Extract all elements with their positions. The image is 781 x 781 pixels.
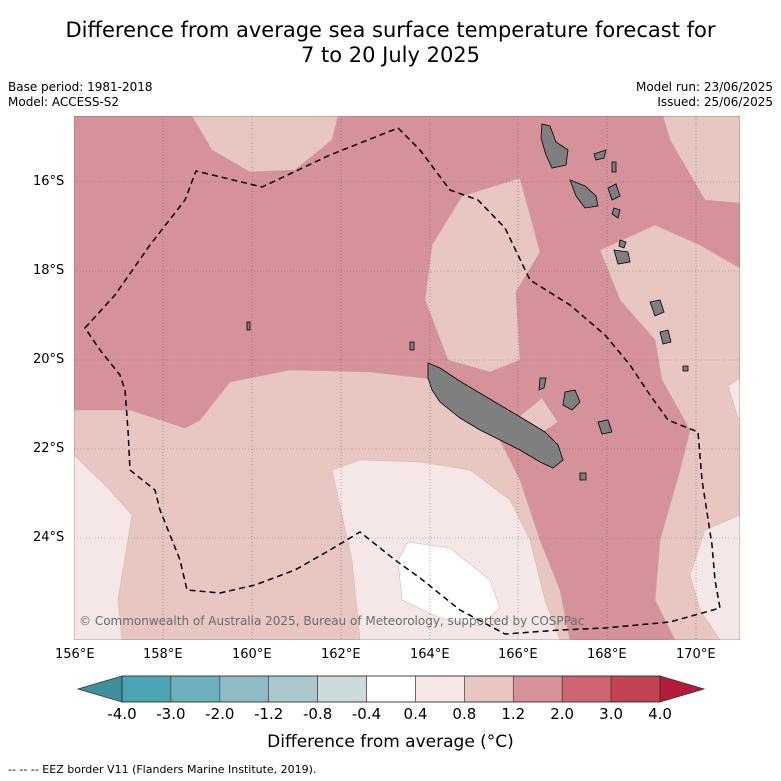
colorbar-bin [170,675,221,703]
copyright-credit: © Commonwealth of Australia 2025, Bureau… [79,614,585,628]
lat-tick-18s: 18°S [33,263,65,278]
anomaly-band-0-8-1-2-patch [424,177,541,373]
base-period-text: Base period: 1981-2018 [8,80,153,94]
lon-tick-158e: 158°E [143,647,183,662]
anomaly-band-0-4-0-8-west [74,454,133,640]
vanuatu-efate [607,183,621,201]
colorbar-bin [121,675,172,703]
matthew-island [649,299,665,317]
colorbar-bin [366,675,416,703]
colorbar-title: Difference from average (°C) [267,732,514,752]
colorbar-tick-label: 4.0 [648,705,672,723]
vanuatu-small-2 [611,207,621,219]
colorbar [76,675,706,703]
colorbar-tick-label: 0.8 [452,705,477,723]
model-run-text: Model run: 23/06/2025 [635,80,773,94]
colorbar-bin [610,675,661,703]
lon-tick-168e: 168°E [587,647,627,662]
anomaly-band-0-8-1-2-east [662,116,740,204]
colorbar-tick-label: -3.0 [156,705,186,723]
colorbar-tick-label: -0.8 [302,705,333,723]
meta-right: Model run: 23/06/2025 Issued: 25/06/2025 [636,80,773,110]
colorbar-extend-low [76,675,123,703]
loyalty-island-2 [597,419,613,435]
colorbar-tick-label: 2.0 [550,705,575,723]
colorbar-tick-label: -2.0 [205,705,235,723]
vanuatu-erromango [613,249,631,265]
vanuatu-espiritu-santo [540,123,569,169]
hunter-island [659,329,672,345]
loyalty-island-3 [538,377,547,391]
lon-tick-166e: 166°E [498,647,538,662]
anomaly-field [74,116,740,640]
graticule [74,116,740,640]
colorbar-tick-labels: -4.0 -3.0 -2.0 -1.2 -0.8 -0.4 0.4 0.8 1.2 2.0 3.0 4… [0,705,781,725]
map-title: Difference from average sea surface temp… [0,18,781,68]
chesterfield-islet [246,321,251,331]
issued-text: Issued: 25/06/2025 [657,95,773,109]
islet-east-1 [682,365,689,372]
title-line-1: Difference from average sea surface temp… [65,18,716,42]
anomaly-band-below-0-4 [397,541,501,627]
lon-tick-164e: 164°E [410,647,450,662]
lat-tick-24s: 24°S [33,530,65,545]
colorbar-frame [121,675,661,703]
colorbar-tick-label: 1.2 [501,705,526,723]
colorbar-bin [512,675,563,703]
colorbar-tick-label: -0.4 [351,705,382,723]
colorbar-bins [121,675,661,703]
isle-of-pines [579,472,587,481]
model-text: Model: ACCESS-S2 [8,95,120,109]
colorbar-tick-label: -4.0 [107,705,137,723]
lon-tick-162e: 162°E [321,647,361,662]
anomaly-band-1-2-2-0-west [74,116,740,640]
lat-tick-16s: 16°S [33,174,65,189]
colorbar-tick-label: 0.4 [403,705,428,723]
colorbar-bin [415,675,465,703]
lat-tick-22s: 22°S [33,441,65,456]
colorbar-tick-label: -1.2 [254,705,284,723]
loyalty-island-1 [562,389,581,411]
eez-border [84,127,721,635]
lon-tick-160e: 160°E [232,647,272,662]
vanuatu-small-1 [611,161,617,173]
anomaly-band-0-4-0-8-far-east [727,377,740,419]
colorbar-bin [219,675,270,703]
meta-left: Base period: 1981-2018 Model: ACCESS-S2 [8,80,153,110]
new-caledonia-island [427,362,564,469]
lon-tick-170e: 170°E [676,647,716,662]
colorbar-bin [317,675,367,703]
islet-west-1 [409,341,415,351]
title-line-2: 7 to 20 July 2025 [300,43,481,67]
vanuatu-north-island [593,149,607,161]
vanuatu-small-3 [618,239,627,249]
vanuatu-malekula [569,179,599,209]
colorbar-bin [464,675,514,703]
land-masses [246,123,689,481]
colorbar-bin [561,675,612,703]
eez-legend-footnote: -- -- -- EEZ border V11 (Flanders Marine… [8,763,317,776]
lon-tick-156e: 156°E [55,647,95,662]
colorbar-extend-high [659,675,706,703]
colorbar-tick-label: 3.0 [599,705,624,723]
lat-tick-20s: 20°S [33,352,65,367]
colorbar-bin [268,675,318,703]
